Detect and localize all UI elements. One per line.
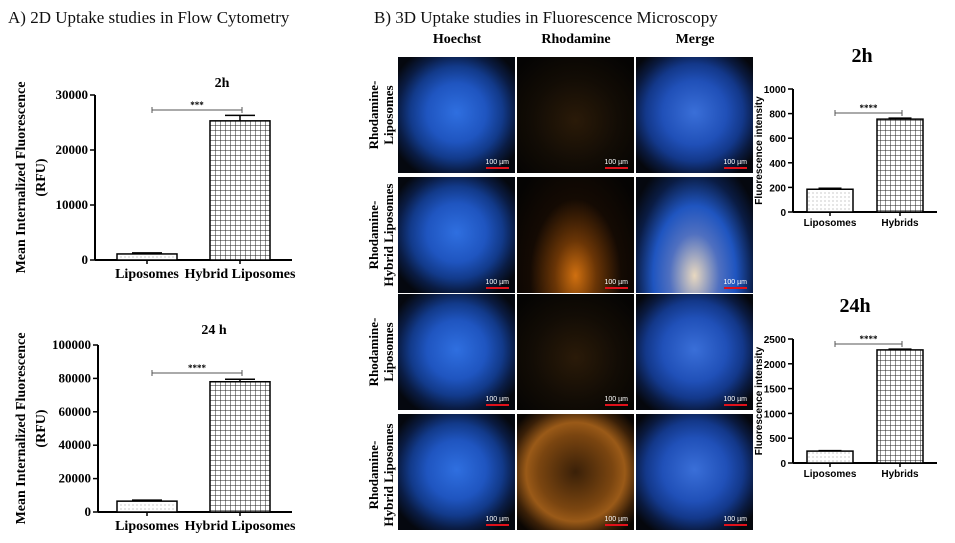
chart-title: 2h bbox=[851, 45, 872, 67]
panel-a-title: A) 2D Uptake studies in Flow Cytometry bbox=[8, 8, 290, 27]
y-tick-label: 0 bbox=[85, 504, 92, 519]
hoechst-image-row-2: 100 µm bbox=[398, 177, 515, 293]
y-axis-label: Fluorescence intensity bbox=[754, 346, 765, 455]
column-header-rhodamine: Rhodamine bbox=[541, 32, 611, 47]
y-tick-label: 1000 bbox=[764, 85, 787, 96]
significance-label: **** bbox=[860, 334, 879, 344]
y-tick-label: 0 bbox=[82, 252, 89, 267]
bar-liposomes bbox=[116, 253, 178, 261]
significance-label: *** bbox=[190, 100, 204, 110]
merge-image-row-3: 100 µm bbox=[636, 294, 753, 410]
y-axis-label: (RFU) bbox=[34, 158, 49, 196]
x-tick-label: Hybrids bbox=[881, 218, 919, 229]
x-tick-label: Hybrid Liposomes bbox=[185, 267, 296, 282]
y-tick-label: 800 bbox=[769, 110, 786, 121]
y-tick-label: 10000 bbox=[56, 197, 89, 212]
x-tick-label: Liposomes bbox=[115, 267, 179, 282]
merge-image-row-1: 100 µm bbox=[636, 57, 753, 173]
x-tick-label: Hybrids bbox=[881, 469, 919, 480]
y-axis-label: (RFU) bbox=[34, 409, 49, 447]
bar-liposomes bbox=[116, 500, 178, 513]
scale-bar: 100 µm bbox=[723, 159, 747, 169]
y-tick-label: 2500 bbox=[764, 335, 787, 346]
y-tick-label: 60000 bbox=[59, 404, 92, 419]
chart-title: 2h bbox=[215, 76, 230, 91]
column-header-merge: Merge bbox=[675, 32, 715, 47]
x-tick-label: Liposomes bbox=[804, 469, 857, 480]
scale-bar: 100 µm bbox=[723, 516, 747, 526]
y-tick-label: 1000 bbox=[764, 409, 787, 420]
scale-bar: 100 µm bbox=[604, 279, 628, 289]
scale-bar: 100 µm bbox=[604, 159, 628, 169]
y-tick-label: 20000 bbox=[56, 142, 89, 157]
column-header-hoechst: Hoechst bbox=[432, 32, 482, 47]
merge-image-row-2: 100 µm bbox=[636, 177, 753, 293]
scale-bar: 100 µm bbox=[485, 279, 509, 289]
hoechst-image-row-3: 100 µm bbox=[398, 294, 515, 410]
scale-bar: 100 µm bbox=[485, 516, 509, 526]
y-tick-label: 2000 bbox=[764, 360, 787, 371]
y-axis-label: Mean Internalized Fluorescence bbox=[14, 82, 29, 274]
bar-hybrid-liposomes bbox=[209, 120, 271, 261]
rhodamine-image-row-1: 100 µm bbox=[517, 57, 634, 173]
panel-b-title: B) 3D Uptake studies in Fluorescence Mic… bbox=[374, 8, 718, 27]
significance-label: **** bbox=[188, 363, 207, 373]
scale-bar: 100 µm bbox=[604, 396, 628, 406]
y-tick-label: 40000 bbox=[59, 437, 92, 452]
y-tick-label: 20000 bbox=[59, 471, 92, 486]
bar-hybrids bbox=[876, 349, 924, 464]
bar-liposomes bbox=[806, 450, 854, 464]
hoechst-image-row-1: 100 µm bbox=[398, 57, 515, 173]
y-tick-label: 200 bbox=[769, 183, 786, 194]
y-tick-label: 600 bbox=[769, 134, 786, 145]
x-tick-label: Liposomes bbox=[115, 519, 179, 534]
bar-liposomes bbox=[806, 188, 854, 213]
chart-title: 24 h bbox=[201, 323, 227, 338]
y-tick-label: 1500 bbox=[764, 385, 787, 396]
scale-bar: 100 µm bbox=[723, 279, 747, 289]
y-tick-label: 0 bbox=[780, 459, 786, 470]
rhodamine-image-row-2: 100 µm bbox=[517, 177, 634, 293]
scale-bar: 100 µm bbox=[723, 396, 747, 406]
significance-label: **** bbox=[860, 103, 879, 113]
bar-hybrid-liposomes bbox=[209, 380, 271, 513]
y-tick-label: 80000 bbox=[59, 370, 92, 385]
merge-image-row-4: 100 µm bbox=[636, 414, 753, 530]
y-axis-label: Mean Internalized Fluorescence bbox=[14, 333, 29, 525]
y-tick-label: 400 bbox=[769, 159, 786, 170]
x-tick-label: Liposomes bbox=[804, 218, 857, 229]
bar-hybrids bbox=[876, 118, 924, 213]
x-tick-label: Hybrid Liposomes bbox=[185, 519, 296, 534]
y-tick-label: 30000 bbox=[56, 87, 89, 102]
rhodamine-image-row-3: 100 µm bbox=[517, 294, 634, 410]
rhodamine-image-row-4: 100 µm bbox=[517, 414, 634, 530]
scale-bar: 100 µm bbox=[485, 159, 509, 169]
scale-bar: 100 µm bbox=[485, 396, 509, 406]
y-tick-label: 0 bbox=[780, 208, 786, 219]
y-tick-label: 100000 bbox=[52, 337, 91, 352]
chart-title: 24h bbox=[839, 295, 870, 317]
hoechst-image-row-4: 100 µm bbox=[398, 414, 515, 530]
y-axis-label: Fluorescence intensity bbox=[754, 96, 765, 205]
scale-bar: 100 µm bbox=[604, 516, 628, 526]
y-tick-label: 500 bbox=[769, 434, 786, 445]
